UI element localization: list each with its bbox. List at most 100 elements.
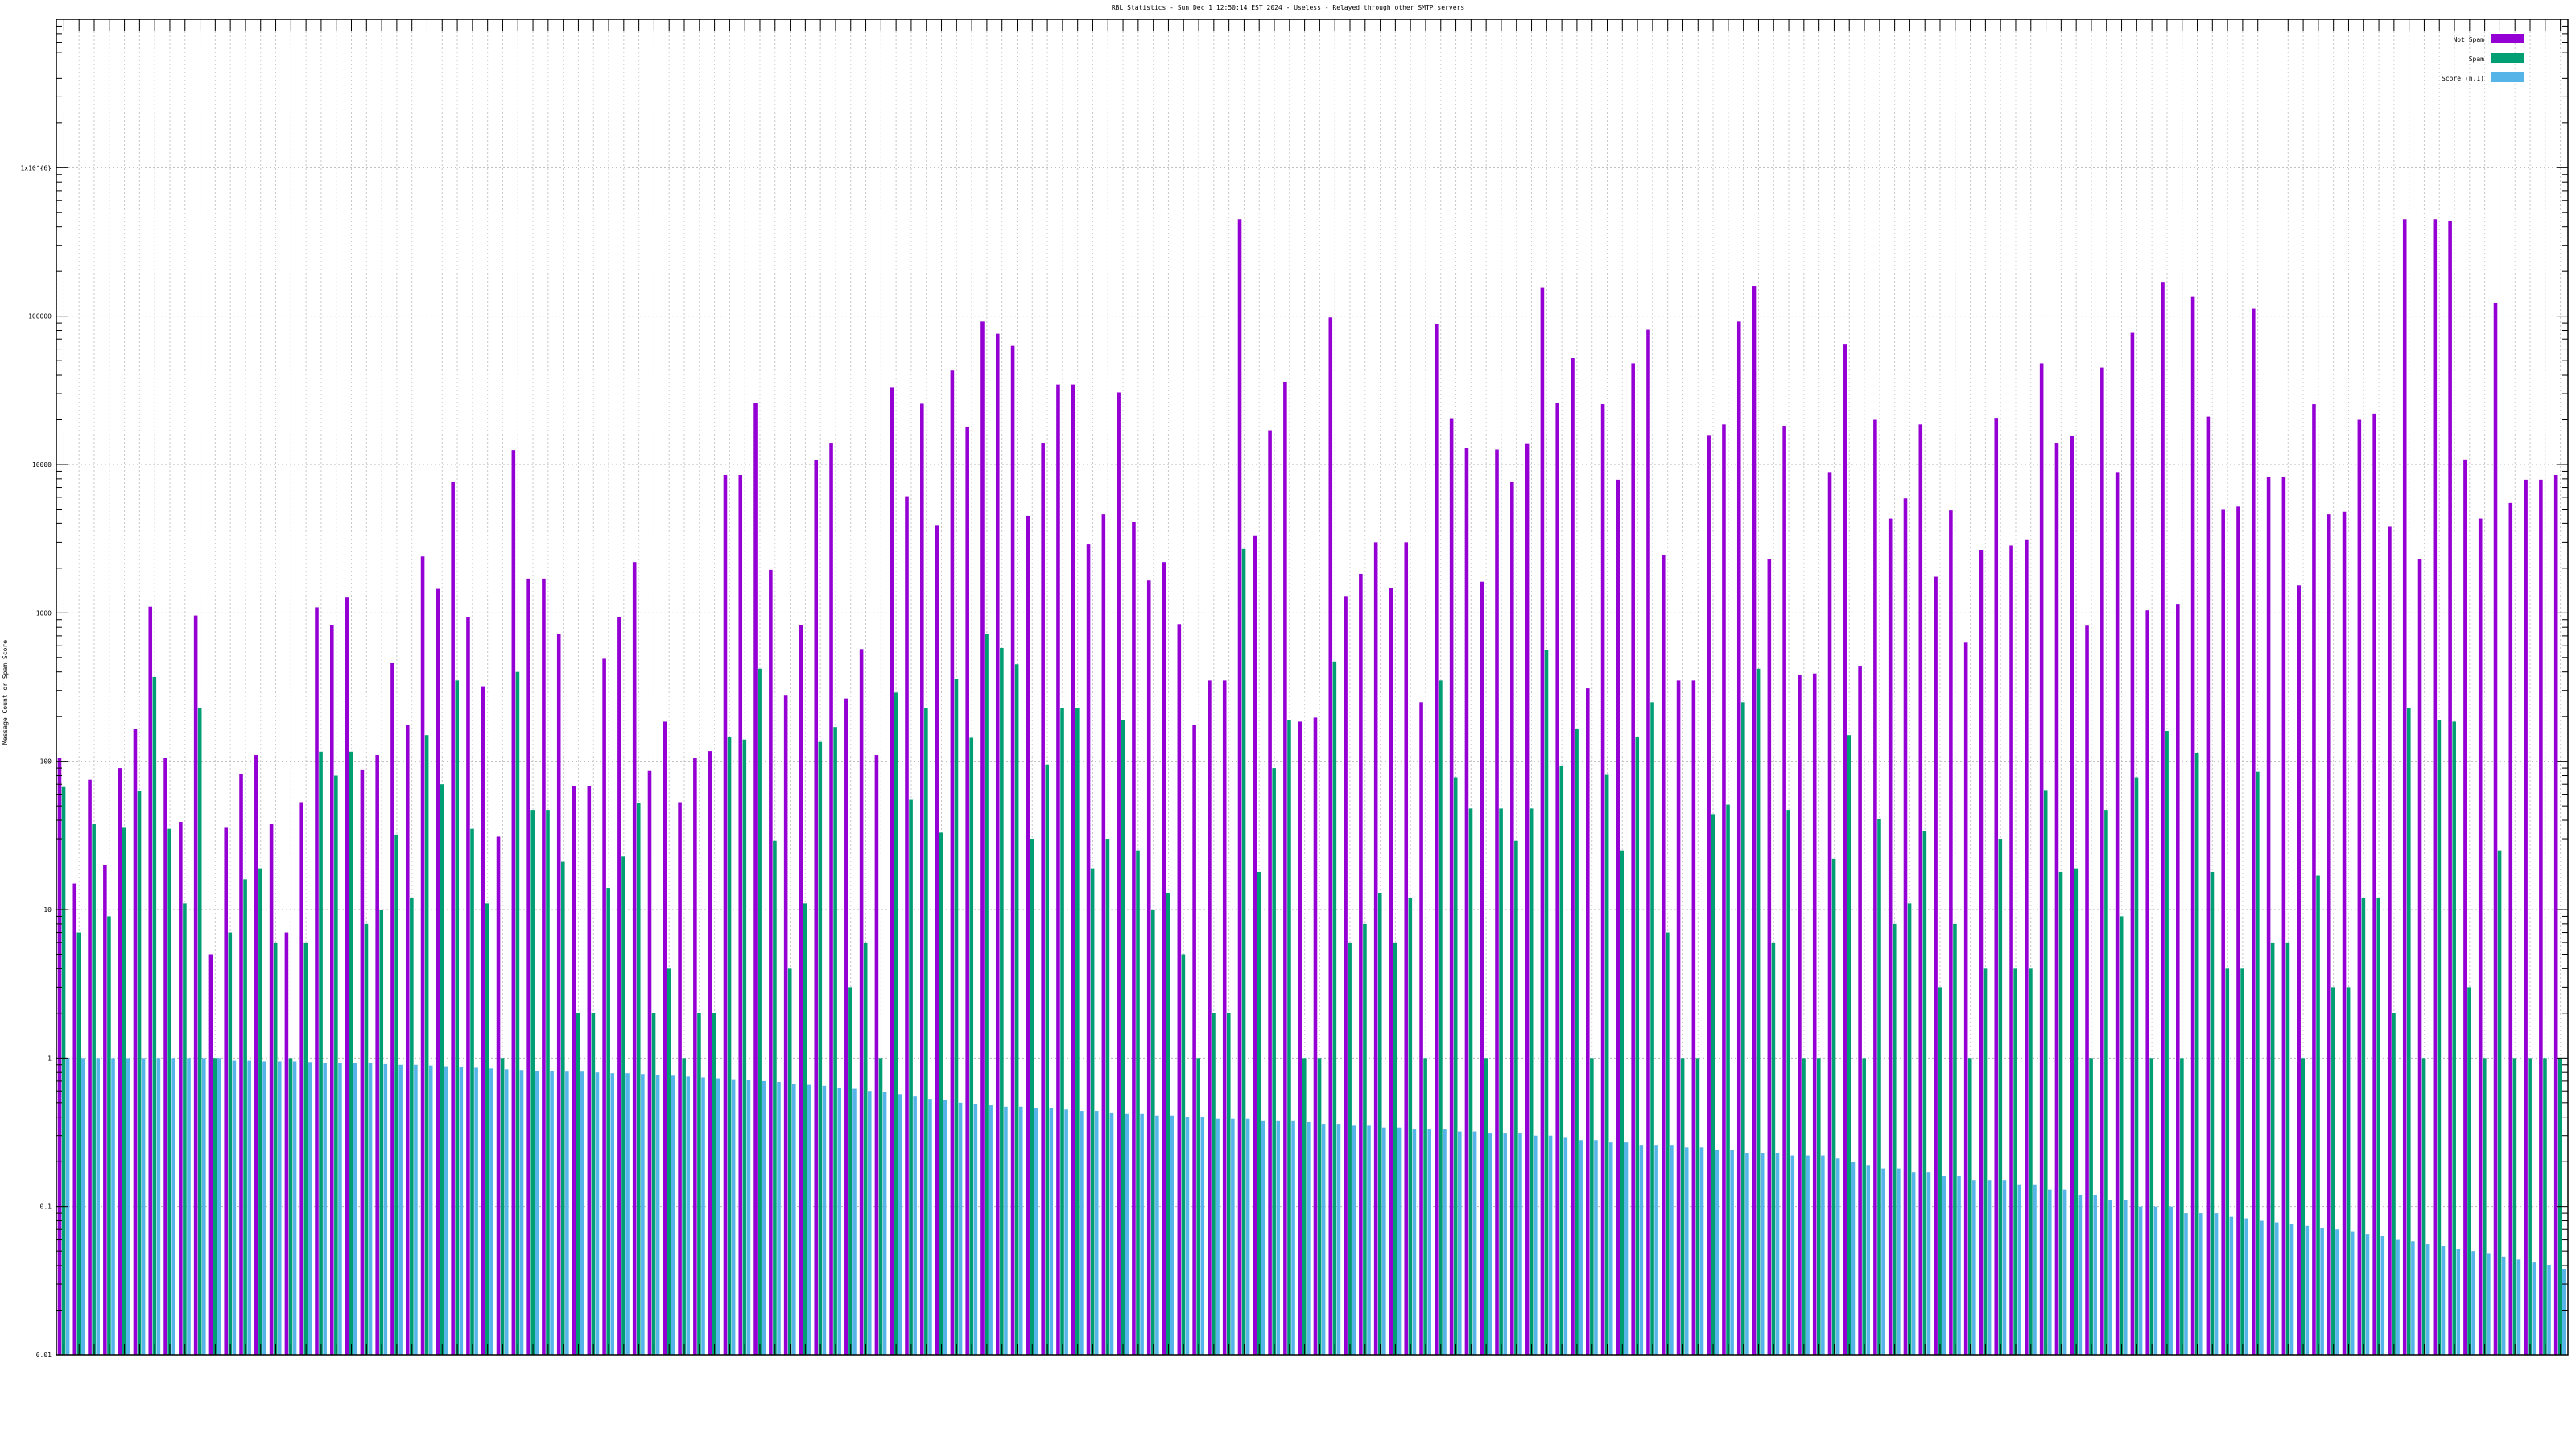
bar-not-spam bbox=[2281, 477, 2286, 1355]
bar-not-spam bbox=[239, 774, 243, 1355]
bar-spam bbox=[92, 824, 96, 1355]
bar-not-spam bbox=[829, 443, 833, 1355]
y-axis-label: Message Count or Spam Score bbox=[2, 640, 9, 745]
bar-not-spam bbox=[330, 625, 334, 1355]
bar-not-spam bbox=[935, 525, 939, 1355]
bar-not-spam bbox=[632, 562, 637, 1355]
bar-not-spam bbox=[723, 475, 728, 1355]
bar-not-spam bbox=[526, 578, 530, 1355]
bar-not-spam bbox=[693, 758, 697, 1355]
bar-not-spam bbox=[405, 724, 410, 1355]
bar-not-spam bbox=[1283, 382, 1287, 1356]
bar-spam bbox=[1363, 923, 1367, 1355]
y-tick-label: 100 bbox=[40, 758, 52, 766]
bar-spam bbox=[2165, 731, 2169, 1355]
bar-spam bbox=[2089, 1058, 2093, 1355]
bar-score bbox=[1427, 1129, 1431, 1355]
bar-not-spam bbox=[2251, 308, 2256, 1356]
bar-spam bbox=[2392, 1013, 2396, 1355]
bar-score bbox=[1276, 1120, 1281, 1355]
bar-score bbox=[973, 1104, 978, 1355]
y-tick-label: 1 bbox=[47, 1055, 52, 1062]
bar-not-spam bbox=[890, 387, 894, 1355]
bar-spam bbox=[1922, 831, 1927, 1355]
bar-score bbox=[655, 1075, 660, 1355]
bar-spam bbox=[1907, 903, 1912, 1355]
bar-spam bbox=[2240, 968, 2244, 1355]
bar-not-spam bbox=[1736, 321, 1741, 1356]
bar-spam bbox=[651, 1013, 656, 1355]
bar-spam bbox=[667, 968, 671, 1355]
bar-score bbox=[1412, 1129, 1417, 1355]
bar-score bbox=[2425, 1244, 2430, 1355]
bar-spam bbox=[334, 775, 338, 1355]
bar-score bbox=[1654, 1145, 1658, 1355]
bar-spam bbox=[1666, 932, 1670, 1355]
bar-score bbox=[1684, 1147, 1689, 1355]
bar-score bbox=[187, 1058, 191, 1355]
bar-not-spam bbox=[179, 822, 183, 1355]
y-tick-label: 100000 bbox=[28, 313, 52, 320]
bar-score bbox=[1670, 1145, 1674, 1355]
bar-not-spam bbox=[1722, 424, 1726, 1355]
bar-not-spam bbox=[1752, 286, 1757, 1355]
bar-spam bbox=[2316, 875, 2320, 1355]
bar-spam bbox=[228, 932, 233, 1355]
bar-not-spam bbox=[420, 556, 425, 1355]
bar-score bbox=[1897, 1168, 1901, 1355]
bar-not-spam bbox=[1918, 424, 1923, 1355]
bar-score bbox=[2396, 1239, 2400, 1355]
bar-spam bbox=[1136, 850, 1140, 1355]
bar-spam bbox=[1967, 1058, 1972, 1355]
bar-not-spam bbox=[2100, 367, 2104, 1356]
bar-spam bbox=[1499, 808, 1503, 1355]
bar-score bbox=[80, 1058, 85, 1355]
bar-score bbox=[489, 1068, 493, 1355]
bar-spam bbox=[787, 968, 792, 1355]
bar-not-spam bbox=[2553, 475, 2558, 1355]
bar-not-spam bbox=[1767, 559, 1772, 1355]
bar-spam bbox=[1575, 729, 1579, 1355]
bar-not-spam bbox=[617, 617, 621, 1355]
bar-score bbox=[2305, 1225, 2310, 1355]
bar-score bbox=[338, 1063, 342, 1355]
bar-score bbox=[1806, 1155, 1810, 1355]
bar-spam bbox=[1317, 1058, 1322, 1355]
bar-score bbox=[1125, 1113, 1129, 1355]
bar-spam bbox=[894, 692, 898, 1355]
bar-spam bbox=[697, 1013, 701, 1355]
bar-spam bbox=[1075, 707, 1080, 1355]
bar-spam bbox=[2512, 1058, 2517, 1355]
bar-spam bbox=[1439, 680, 1443, 1355]
bar-not-spam bbox=[2297, 585, 2301, 1355]
bar-score bbox=[2320, 1227, 2324, 1355]
bar-not-spam bbox=[299, 802, 303, 1355]
bar-spam bbox=[1257, 871, 1261, 1355]
bar-spam bbox=[167, 828, 171, 1355]
bar-score bbox=[1170, 1115, 1174, 1355]
bar-score bbox=[459, 1067, 464, 1355]
bar-score bbox=[292, 1061, 297, 1355]
bar-spam bbox=[1817, 1058, 1821, 1355]
bar-score bbox=[2532, 1262, 2537, 1355]
bar-spam bbox=[243, 879, 247, 1355]
bar-spam bbox=[1453, 777, 1458, 1355]
bar-not-spam bbox=[950, 370, 955, 1356]
bar-spam bbox=[1151, 910, 1155, 1355]
bar-not-spam bbox=[1041, 443, 1045, 1355]
bar-not-spam bbox=[1631, 363, 1635, 1355]
bar-score bbox=[65, 1058, 70, 1355]
bar-score bbox=[1231, 1118, 1235, 1355]
bar-not-spam bbox=[1571, 358, 1575, 1355]
bar-not-spam bbox=[1435, 324, 1439, 1355]
bar-score bbox=[1034, 1108, 1038, 1355]
bar-score bbox=[414, 1064, 418, 1355]
bar-score bbox=[2274, 1222, 2279, 1355]
bar-not-spam bbox=[1903, 498, 1908, 1355]
bar-spam bbox=[2346, 987, 2351, 1355]
bar-score bbox=[519, 1070, 524, 1355]
bar-spam bbox=[2013, 968, 2017, 1355]
bar-score bbox=[701, 1077, 705, 1355]
bar-score bbox=[1336, 1124, 1341, 1355]
